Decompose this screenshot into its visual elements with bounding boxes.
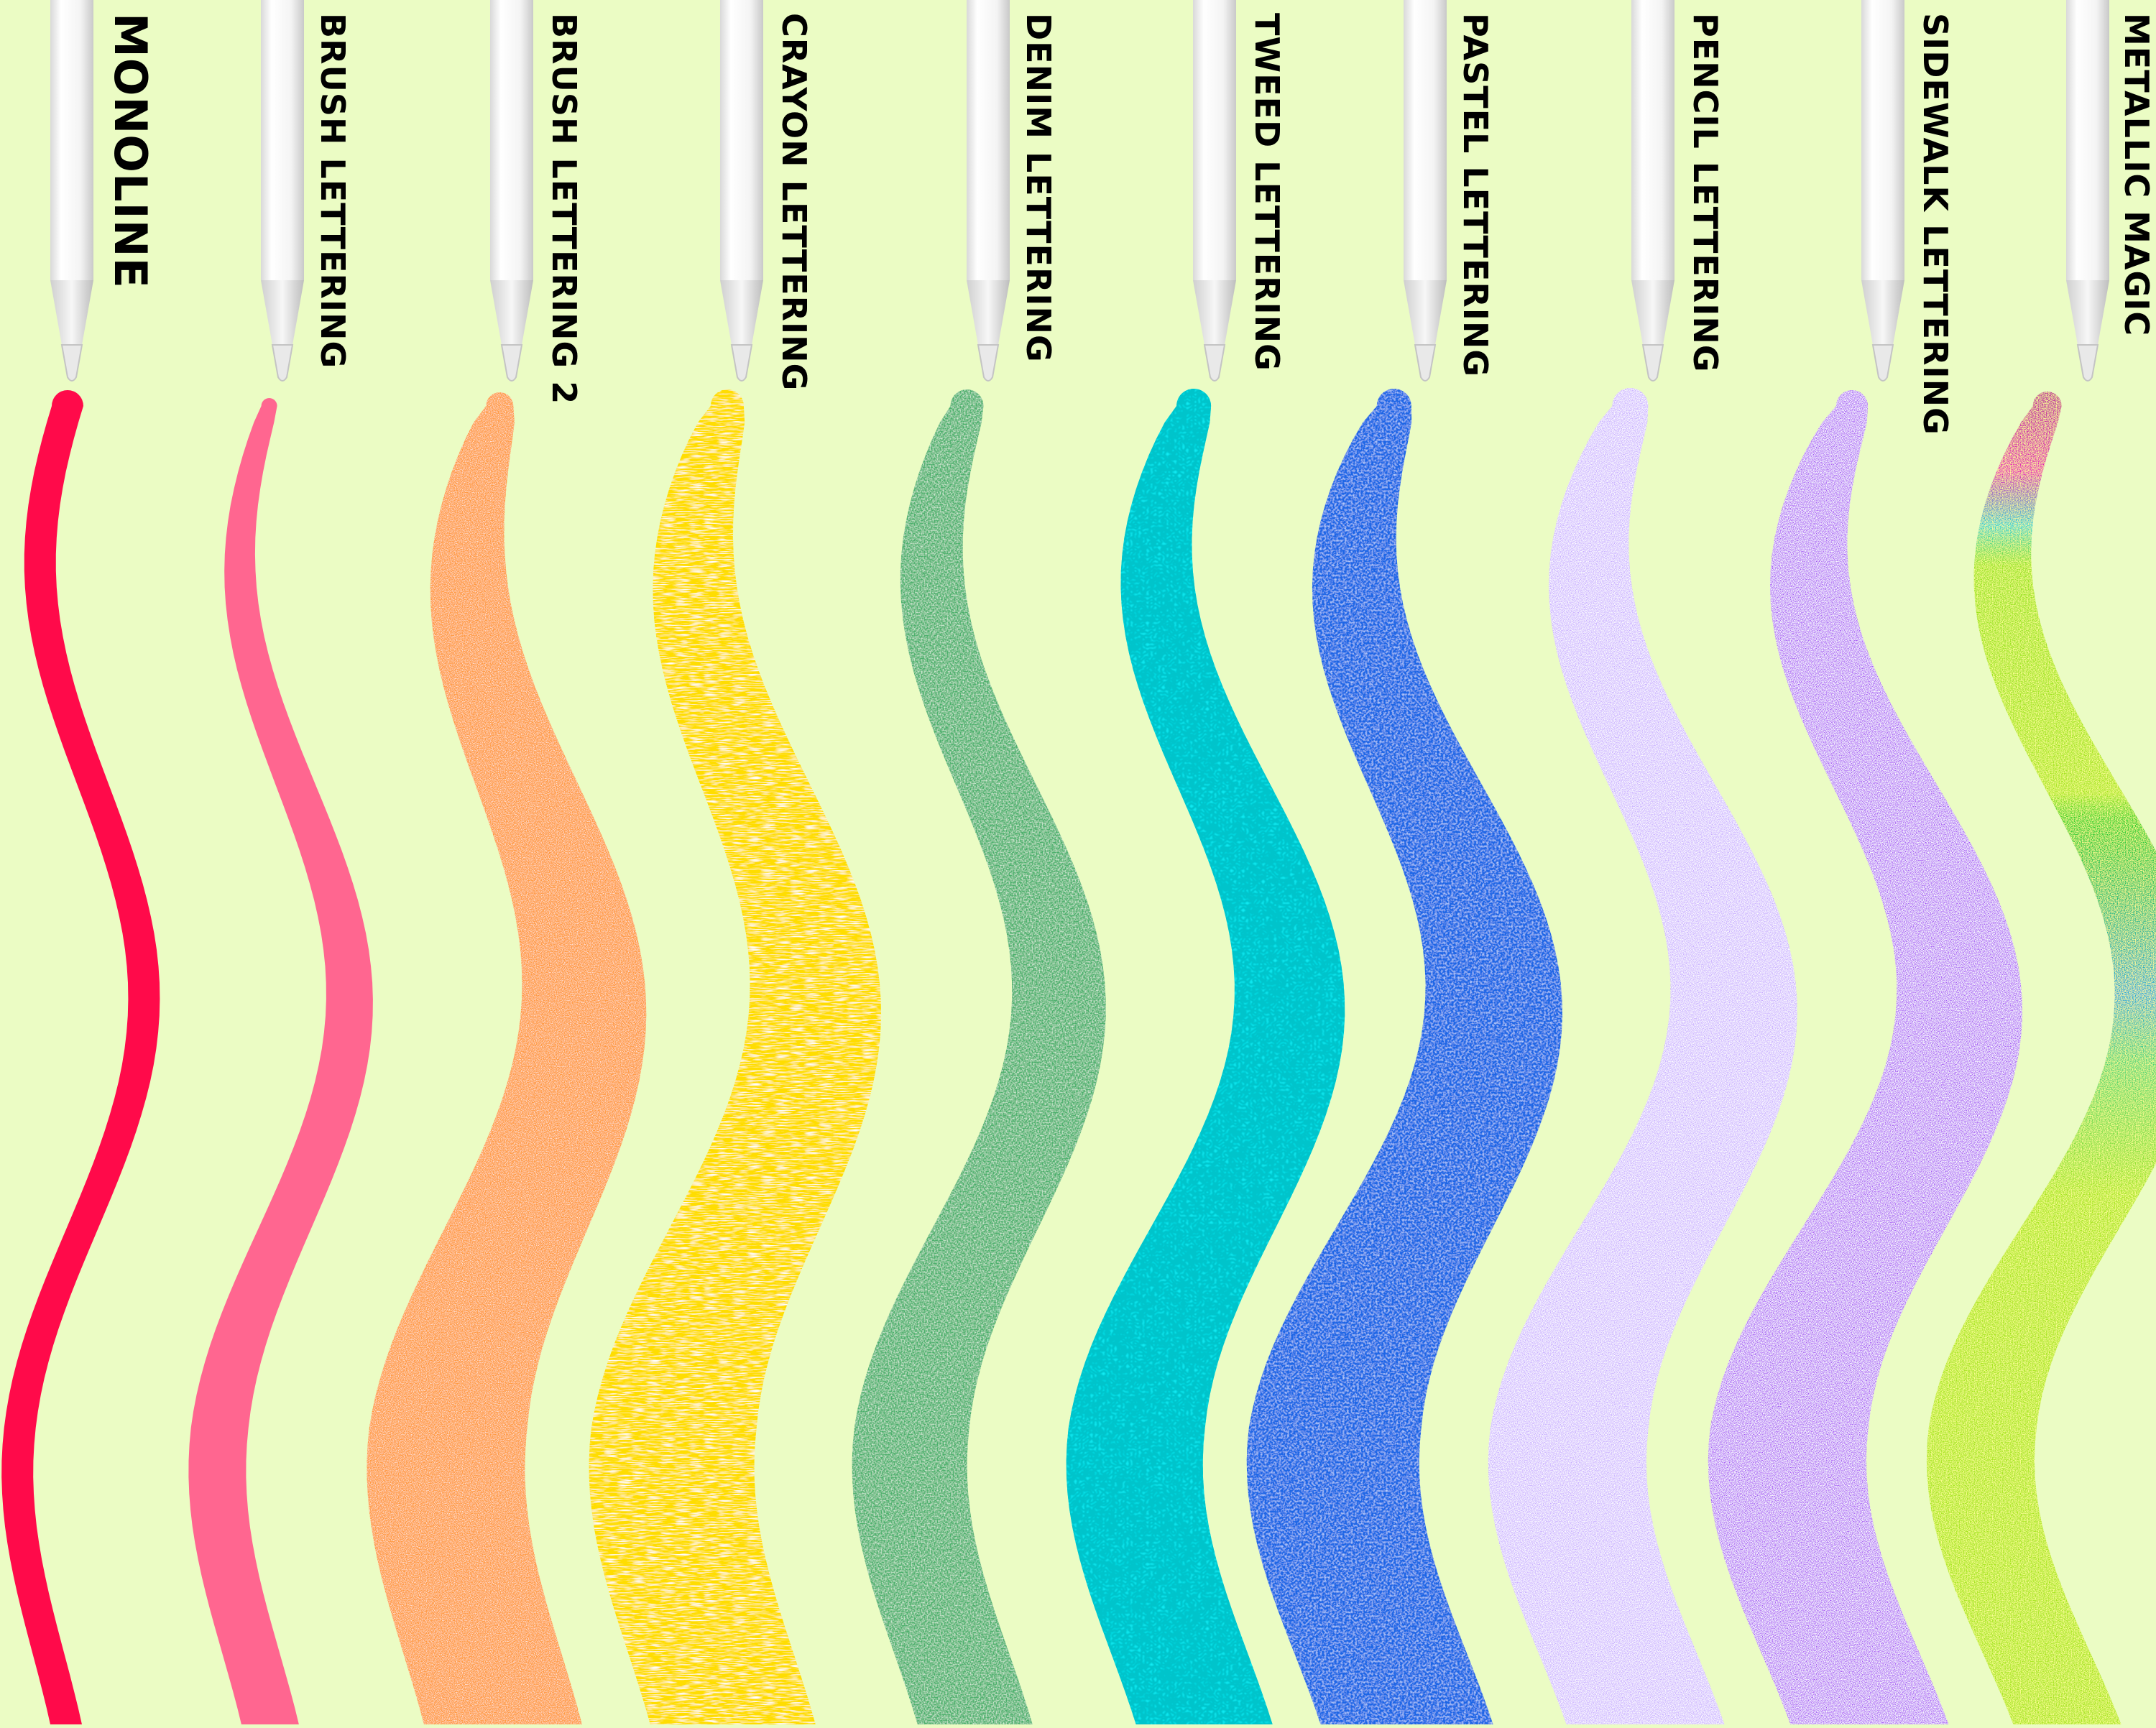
denim-lettering-label: DENIM LETTERING: [1019, 13, 1058, 363]
crayon-lettering-label: CRAYON LETTERING: [775, 13, 814, 392]
sidewalk-lettering-stroke: [1708, 390, 2022, 1728]
pencil-lettering-stroke: [1488, 388, 1797, 1728]
metallic-magic-stroke: [1926, 392, 2156, 1728]
apple-pencil-icon: [490, 0, 533, 382]
crayon-lettering-stroke: [589, 389, 881, 1728]
brush-lettering-label: BRUSH LETTERING: [313, 13, 352, 369]
apple-pencil-icon: [1193, 0, 1236, 382]
apple-pencil-icon: [720, 0, 763, 382]
apple-pencil-icon: [261, 0, 304, 382]
pastel-lettering-stroke: [1246, 389, 1562, 1728]
monoline-stroke: [1, 390, 160, 1728]
apple-pencil-icon: [1631, 0, 1674, 382]
pencil-lettering-label: PENCIL LETTERING: [1686, 13, 1725, 373]
brush-lettering-2-stroke: [367, 392, 647, 1728]
tweed-lettering-stroke: [1066, 389, 1345, 1728]
metallic-magic-label: METALLIC MAGIC: [2117, 13, 2156, 337]
denim-lettering-stroke: [852, 389, 1106, 1728]
apple-pencil-icon: [1861, 0, 1904, 382]
brush-lettering-2-label: BRUSH LETTERING 2: [545, 13, 584, 405]
apple-pencil-icon: [1404, 0, 1447, 382]
apple-pencil-icon: [50, 0, 93, 382]
apple-pencil-icon: [2066, 0, 2109, 382]
brush-lettering-stroke: [188, 398, 373, 1728]
monoline-label: MONOLINE: [104, 13, 157, 289]
pastel-lettering-label: PASTEL LETTERING: [1456, 13, 1495, 378]
sidewalk-lettering-label: SIDEWALK LETTERING: [1916, 13, 1955, 435]
apple-pencil-icon: [967, 0, 1010, 382]
tweed-lettering-label: TWEED LETTERING: [1248, 13, 1286, 371]
